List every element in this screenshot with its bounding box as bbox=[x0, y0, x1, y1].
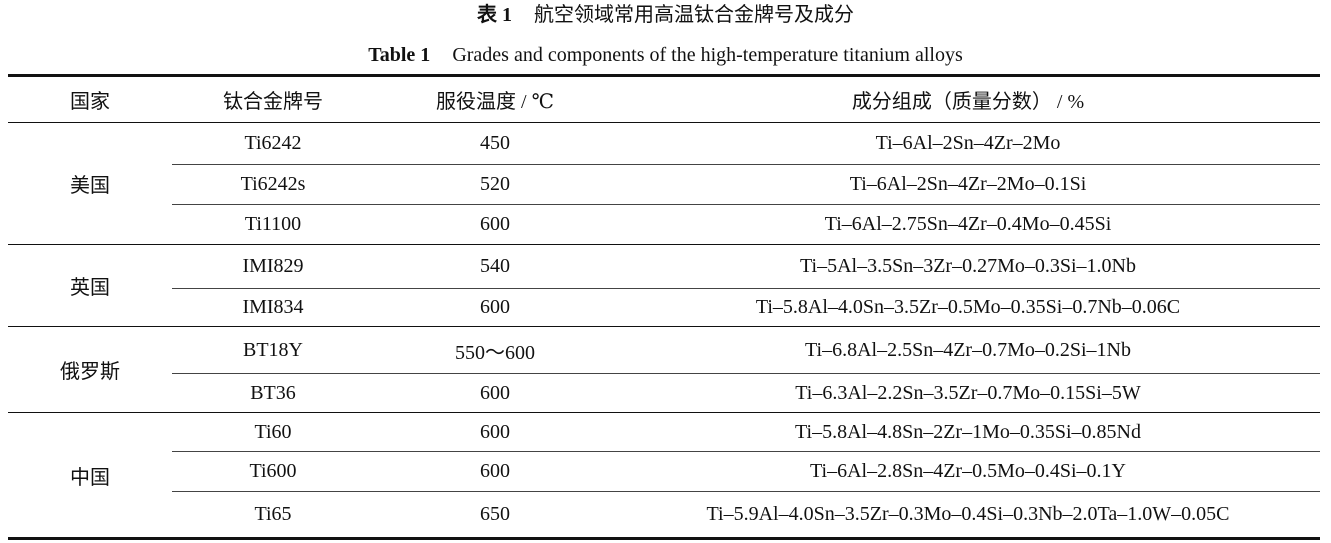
header-temperature: 服役温度 / ℃ bbox=[374, 74, 616, 123]
cell-country: 英国 bbox=[8, 244, 172, 327]
cell-temperature: 600 bbox=[374, 288, 616, 327]
cell-composition: Ti–5Al–3.5Sn–3Zr–0.27Mo–0.3Si–1.0Nb bbox=[616, 244, 1320, 289]
cell-grade: Ti1100 bbox=[172, 204, 374, 245]
cell-country: 中国 bbox=[8, 412, 172, 540]
cell-grade: Ti60 bbox=[172, 412, 374, 452]
cell-grade: IMI829 bbox=[172, 244, 374, 289]
table-row: 美国 Ti6242 450 Ti–6Al–2Sn–4Zr–2Mo bbox=[8, 122, 1320, 245]
cell-grade: Ti600 bbox=[172, 451, 374, 492]
cell-country: 美国 bbox=[8, 122, 172, 245]
cell-composition: Ti–5.9Al–4.0Sn–3.5Zr–0.3Mo–0.4Si–0.3Nb–2… bbox=[616, 491, 1320, 540]
cell-composition: Ti–6.3Al–2.2Sn–3.5Zr–0.7Mo–0.15Si–5W bbox=[616, 373, 1320, 413]
cell-temperature: 520 bbox=[374, 164, 616, 205]
cell-temperature: 600 bbox=[374, 204, 616, 245]
table-label: Table 1 bbox=[368, 44, 431, 66]
cell-temperature: 550～600 bbox=[374, 326, 616, 374]
cell-grade: BT36 bbox=[172, 373, 374, 413]
table-row: IMI834 600 Ti–5.8Al–4.0Sn–3.5Zr–0.5Mo–0.35… bbox=[8, 288, 1320, 327]
table-label: 表 1 bbox=[477, 4, 512, 26]
table-row: 英国 IMI829 540 Ti–5Al–3.5Sn–3Zr–0.27Mo–0.3Si… bbox=[8, 244, 1320, 327]
cell-composition: Ti–6Al–2.8Sn–4Zr–0.5Mo–0.4Si–0.1Y bbox=[616, 451, 1320, 492]
table-title: 航空领域常用高温钛合金牌号及成分 bbox=[534, 4, 854, 26]
header-row: 国家 钛合金牌号 服役温度 / ℃ 成分组成（质量分数） / % bbox=[8, 74, 1320, 123]
cell-temperature: 600 bbox=[374, 373, 616, 413]
table-caption-english: Table 1 Grades and components of the high… bbox=[0, 42, 1331, 68]
cell-grade: Ti65 bbox=[172, 491, 374, 540]
cell-composition: Ti–6Al–2.75Sn–4Zr–0.4Mo–0.45Si bbox=[616, 204, 1320, 245]
table-row: Ti6242s 520 Ti–6Al–2Sn–4Zr–2Mo–0.1Si bbox=[8, 164, 1320, 205]
cell-grade: BT18Y bbox=[172, 326, 374, 374]
cell-grade: IMI834 bbox=[172, 288, 374, 327]
table-row: BT36 600 Ti–6.3Al–2.2Sn–3.5Zr–0.7Mo–0.15Si… bbox=[8, 373, 1320, 413]
cell-composition: Ti–6Al–2Sn–4Zr–2Mo–0.1Si bbox=[616, 164, 1320, 205]
cell-composition: Ti–5.8Al–4.0Sn–3.5Zr–0.5Mo–0.35Si–0.7Nb–… bbox=[616, 288, 1320, 327]
cell-composition: Ti–6Al–2Sn–4Zr–2Mo bbox=[616, 122, 1320, 165]
cell-composition: Ti–5.8Al–4.8Sn–2Zr–1Mo–0.35Si–0.85Nd bbox=[616, 412, 1320, 452]
cell-grade: Ti6242s bbox=[172, 164, 374, 205]
cell-temperature: 450 bbox=[374, 122, 616, 165]
table-row: Ti600 600 Ti–6Al–2.8Sn–4Zr–0.5Mo–0.4Si–0.1… bbox=[8, 451, 1320, 492]
alloy-table: 国家 钛合金牌号 服役温度 / ℃ 成分组成（质量分数） / % 美国 Ti624… bbox=[8, 74, 1320, 540]
table-caption-chinese: 表 1 航空领域常用高温钛合金牌号及成分 bbox=[0, 2, 1331, 28]
cell-temperature: 540 bbox=[374, 244, 616, 289]
table-row: Ti65 650 Ti–5.9Al–4.0Sn–3.5Zr–0.3Mo–0.4Si–… bbox=[8, 491, 1320, 540]
header-composition: 成分组成（质量分数） / % bbox=[616, 74, 1320, 123]
cell-temperature: 600 bbox=[374, 412, 616, 452]
table-row: 中国 Ti60 600 Ti–5.8Al–4.8Sn–2Zr–1Mo–0.35Si–0… bbox=[8, 412, 1320, 540]
cell-country: 俄罗斯 bbox=[8, 326, 172, 413]
cell-grade: Ti6242 bbox=[172, 122, 374, 165]
header-country: 国家 bbox=[8, 74, 172, 123]
table-title: Grades and components of the high-temper… bbox=[452, 44, 963, 66]
cell-temperature: 600 bbox=[374, 451, 616, 492]
table-row: Ti1100 600 Ti–6Al–2.75Sn–4Zr–0.4Mo–0.45Si bbox=[8, 204, 1320, 245]
cell-composition: Ti–6.8Al–2.5Sn–4Zr–0.7Mo–0.2Si–1Nb bbox=[616, 326, 1320, 374]
table-row: 俄罗斯 BT18Y 550～600 Ti–6.8Al–2.5Sn–4Zr–0.7Mo–… bbox=[8, 326, 1320, 413]
header-grade: 钛合金牌号 bbox=[172, 74, 374, 123]
cell-temperature: 650 bbox=[374, 491, 616, 540]
